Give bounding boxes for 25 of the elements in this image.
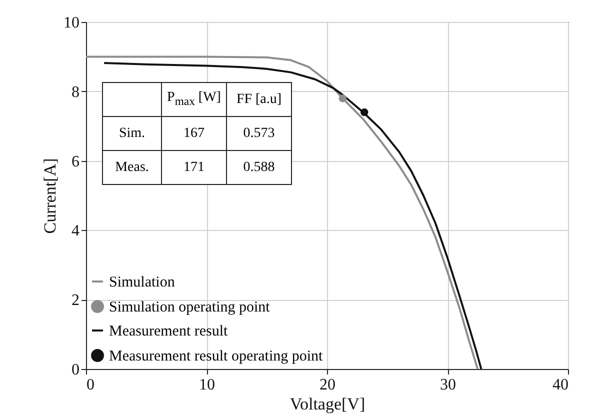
- annotation: FF [a.u]: [226, 82, 292, 116]
- annotation: P$_{max}$ [W]: [162, 82, 226, 116]
- y-tick-label: 4: [72, 222, 80, 240]
- legend-label: Simulation: [109, 274, 176, 290]
- x-tick-label: 20: [320, 376, 336, 394]
- annotation: 0.573: [226, 116, 292, 150]
- x-axis-title: Voltage[V]: [290, 394, 366, 414]
- y-tick-label: 6: [72, 153, 80, 170]
- x-tick-label: 40: [552, 376, 568, 394]
- x-tick-label: 10: [199, 376, 215, 394]
- annotation: 167: [162, 116, 226, 150]
- legend-label: Measurement result: [109, 324, 229, 340]
- annotation: 171: [162, 150, 226, 184]
- annotation: Meas.: [102, 150, 162, 184]
- y-tick-label: 0: [72, 362, 80, 378]
- annotation: 0.588: [226, 150, 292, 184]
- legend-label: Simulation operating point: [109, 300, 271, 316]
- y-axis-title: Current[A]: [40, 158, 60, 234]
- x-tick-label: 30: [440, 376, 456, 394]
- y-tick-label: 10: [64, 14, 80, 32]
- annotation: Sim.: [102, 116, 162, 150]
- x-tick-label: 0: [86, 376, 94, 394]
- y-tick-label: 2: [72, 292, 80, 310]
- legend-label: Measurement result operating point: [109, 348, 324, 364]
- y-tick-label: 8: [72, 84, 80, 101]
